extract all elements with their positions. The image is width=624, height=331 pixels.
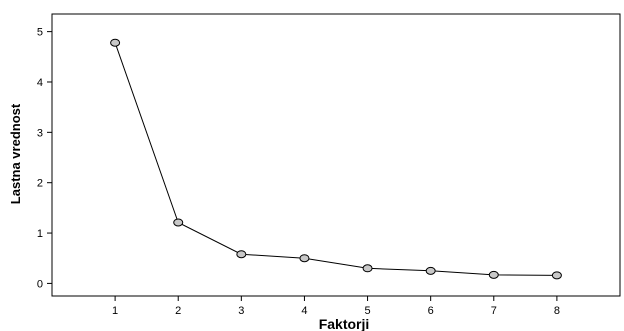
y-axis-title: Lastna vrednost: [8, 103, 23, 204]
data-point: [236, 250, 247, 259]
y-tick-label: 0: [37, 278, 43, 290]
x-tick-label: 1: [112, 305, 118, 317]
data-point: [425, 266, 436, 275]
y-tick-label: 4: [37, 77, 43, 89]
x-axis-title: Faktorji: [319, 316, 370, 331]
y-tick-label: 2: [37, 178, 43, 190]
data-point: [173, 218, 184, 227]
y-tick-label: 1: [37, 228, 43, 240]
x-tick-label: 6: [428, 305, 434, 317]
x-tick-label: 4: [301, 305, 307, 317]
y-axis: 0 1 2 3 4 5: [37, 27, 52, 290]
y-tick-label: 3: [37, 127, 43, 139]
data-points: [110, 38, 562, 280]
x-tick-label: 2: [175, 305, 181, 317]
x-axis: 1 2 3 4 5 6 7 8: [112, 296, 560, 317]
y-tick-label: 5: [37, 27, 43, 39]
plot-frame: [51, 13, 621, 297]
data-point: [110, 38, 121, 47]
x-tick-label: 7: [491, 305, 497, 317]
x-tick-label: 8: [554, 305, 560, 317]
data-point: [362, 264, 373, 273]
x-tick-label: 5: [364, 305, 370, 317]
series-line: [114, 42, 557, 276]
data-point: [488, 270, 499, 279]
x-tick-label: 3: [238, 305, 244, 317]
data-point: [551, 271, 562, 280]
data-point: [299, 254, 310, 263]
